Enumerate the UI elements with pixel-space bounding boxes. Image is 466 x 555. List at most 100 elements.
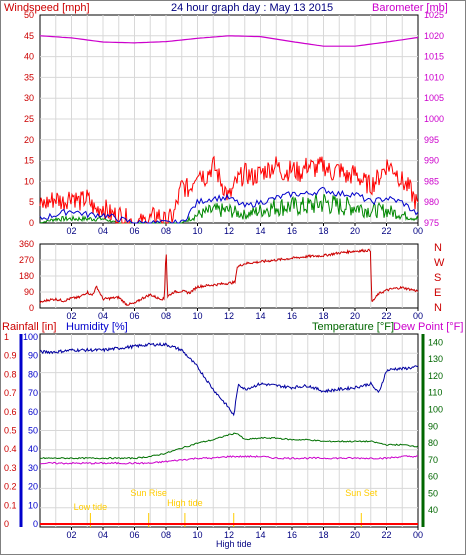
barometer-axis-title: Barometer [mb] [372, 2, 448, 14]
y-tick-label-humidity: 60 [28, 407, 38, 417]
y-tick-label-baro: 1015 [424, 52, 444, 62]
y-tick-label-direction: 270 [19, 255, 34, 265]
dewpoint-line [40, 455, 418, 465]
rainfall-axis-title: Rainfall [in] [2, 321, 56, 333]
y-tick-label-temperature: 100 [428, 405, 443, 415]
y-tick-label-baro: 1010 [424, 72, 444, 82]
annotation-label: High tide [167, 498, 203, 508]
y-tick-label-baro: 980 [424, 197, 439, 207]
temperature-axis-title: Temperature [°F] [312, 321, 394, 333]
compass-label: S [434, 272, 441, 284]
y-tick-label-rain: 0.1 [4, 500, 17, 510]
y-tick-label-rain: 0.6 [4, 407, 17, 417]
wind-direction-line [39, 248, 419, 307]
y-tick-label-humidity: 20 [28, 482, 38, 492]
x-tick-label: 18 [318, 311, 328, 321]
x-tick-label: 10 [192, 530, 202, 540]
y-tick-label-baro: 1020 [424, 31, 444, 41]
y-tick-label-wind: 15 [24, 156, 34, 166]
y-tick-label-humidity: 50 [28, 426, 38, 436]
y-tick-label-rain: 0.2 [4, 482, 17, 492]
x-tick-label: 10 [192, 311, 202, 321]
annotation-label: Low tide [74, 502, 108, 512]
x-tick-label: 00 [413, 226, 423, 236]
y-tick-label-humidity: 10 [28, 500, 38, 510]
y-tick-label-humidity: 100 [23, 332, 38, 342]
y-tick-label-wind: 40 [24, 52, 34, 62]
x-tick-label: 06 [129, 530, 139, 540]
y-tick-label-baro: 975 [424, 218, 439, 228]
y-tick-label-wind: 25 [24, 114, 34, 124]
y-tick-label-temperature: 90 [428, 421, 438, 431]
y-tick-label-baro: 995 [424, 135, 439, 145]
compass-label: W [434, 257, 445, 269]
x-tick-label: 10 [192, 226, 202, 236]
y-tick-label-temperature: 130 [428, 354, 443, 364]
wind-barometer-panel: 02 04 06 08 10 12 14 16 18 20 22 000510152025303540… [24, 10, 444, 236]
y-tick-label-humidity: 90 [28, 351, 38, 361]
y-tick-label-baro: 1000 [424, 114, 444, 124]
y-tick-label-temperature: 120 [428, 371, 443, 381]
chart-title: 24 hour graph day : May 13 2015 [171, 2, 333, 14]
y-tick-label-wind: 10 [24, 176, 34, 186]
dewpoint-axis-title: Dew Point [°F] [393, 321, 463, 333]
temperature-line [39, 432, 419, 460]
y-tick-label-wind: 5 [29, 197, 34, 207]
y-tick-label-direction: 0 [29, 303, 34, 313]
y-tick-label-temperature: 110 [428, 388, 442, 398]
x-tick-label: 20 [350, 311, 360, 321]
y-tick-label-wind: 50 [24, 10, 34, 20]
y-tick-label-rain: 0.8 [4, 369, 17, 379]
wind-gust-line [39, 155, 419, 224]
y-tick-label-rain: 1 [4, 332, 9, 342]
x-tick-label: 22 [381, 226, 391, 236]
x-tick-label: 02 [66, 311, 76, 321]
y-tick-label-wind: 30 [24, 93, 34, 103]
y-tick-label-temperature: 50 [428, 488, 438, 498]
x-tick-label: 02 [66, 226, 76, 236]
y-tick-label-baro: 990 [424, 156, 439, 166]
y-tick-label-temperature: 60 [428, 472, 438, 482]
wind-average-line [39, 186, 419, 224]
y-tick-label-rain: 0.7 [4, 388, 17, 398]
y-tick-label-wind: 0 [29, 218, 34, 228]
y-tick-label-temperature: 40 [428, 505, 438, 515]
y-tick-label-humidity: 80 [28, 369, 38, 379]
y-tick-label-wind: 45 [24, 31, 34, 41]
y-tick-label-rain: 0 [4, 519, 9, 529]
humidity-line [39, 341, 419, 417]
y-tick-label-rain: 0.5 [4, 426, 17, 436]
x-tick-label: 08 [161, 226, 171, 236]
x-tick-label: 16 [287, 530, 297, 540]
x-tick-label: 16 [287, 311, 297, 321]
y-tick-label-temperature: 80 [428, 438, 438, 448]
humidity-axis-title: Humidity [%] [66, 321, 128, 333]
x-tick-label: 16 [287, 226, 297, 236]
x-tick-label: 06 [129, 226, 139, 236]
x-tick-label: 14 [255, 226, 265, 236]
y-tick-label-temperature: 70 [428, 455, 438, 465]
y-tick-label-wind: 35 [24, 72, 34, 82]
x-tick-label: 14 [255, 311, 265, 321]
x-tick-label: 18 [318, 226, 328, 236]
x-tick-label: 18 [318, 530, 328, 540]
y-tick-label-humidity: 40 [28, 444, 38, 454]
y-tick-label-humidity: 0 [33, 519, 38, 529]
y-tick-label-direction: 180 [19, 271, 34, 281]
y-tick-label-rain: 0.3 [4, 463, 17, 473]
y-tick-label-rain: 0.4 [4, 444, 17, 454]
barometer-line [39, 35, 419, 47]
compass-label: N [434, 242, 442, 254]
x-tick-label: 00 [413, 530, 423, 540]
y-tick-label-humidity: 70 [28, 388, 38, 398]
y-tick-label-direction: 90 [24, 287, 34, 297]
x-tick-label: 04 [98, 226, 108, 236]
x-tick-label: 02 [66, 530, 76, 540]
x-tick-label: 20 [350, 530, 360, 540]
compass-label: E [434, 287, 441, 299]
y-tick-label-temperature: 140 [428, 337, 443, 347]
y-tick-label-rain: 0.9 [4, 351, 17, 361]
